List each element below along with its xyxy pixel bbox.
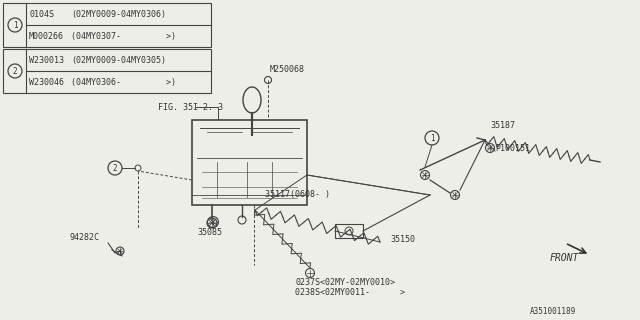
Text: 2: 2: [113, 164, 117, 172]
Text: 35150: 35150: [390, 235, 415, 244]
Text: (02MY0009-04MY0306): (02MY0009-04MY0306): [71, 10, 166, 19]
Text: 1: 1: [13, 20, 17, 29]
Text: (04MY0306-         >): (04MY0306- >): [71, 77, 176, 86]
Text: 35085: 35085: [198, 228, 223, 237]
Text: M000266: M000266: [29, 31, 64, 41]
Ellipse shape: [243, 87, 261, 113]
Text: (04MY0307-         >): (04MY0307- >): [71, 31, 176, 41]
Text: W230013: W230013: [29, 55, 64, 65]
Text: 0238S<02MY0011-      >: 0238S<02MY0011- >: [295, 288, 405, 297]
Text: 94282C: 94282C: [70, 233, 100, 242]
Bar: [3, 49, 211, 93]
Text: (02MY0009-04MY0305): (02MY0009-04MY0305): [71, 55, 166, 65]
Text: 35187: 35187: [490, 121, 515, 130]
Text: 0104S: 0104S: [29, 10, 54, 19]
Text: 2: 2: [13, 67, 17, 76]
Bar: [192, 120, 307, 205]
Text: FRONT: FRONT: [550, 253, 579, 263]
Text: P100151: P100151: [495, 144, 530, 153]
Text: A351001189: A351001189: [530, 307, 576, 316]
Text: M250068: M250068: [270, 65, 305, 74]
Bar: [3, 3, 211, 47]
Text: 0237S<02MY-02MY0010>: 0237S<02MY-02MY0010>: [295, 278, 395, 287]
Text: W230046: W230046: [29, 77, 64, 86]
Bar: [335, 224, 363, 238]
Text: 1: 1: [429, 133, 435, 142]
Text: FIG. 35I-2. 3: FIG. 35I-2. 3: [158, 102, 223, 111]
Text: 35117(0608- ): 35117(0608- ): [265, 190, 330, 199]
